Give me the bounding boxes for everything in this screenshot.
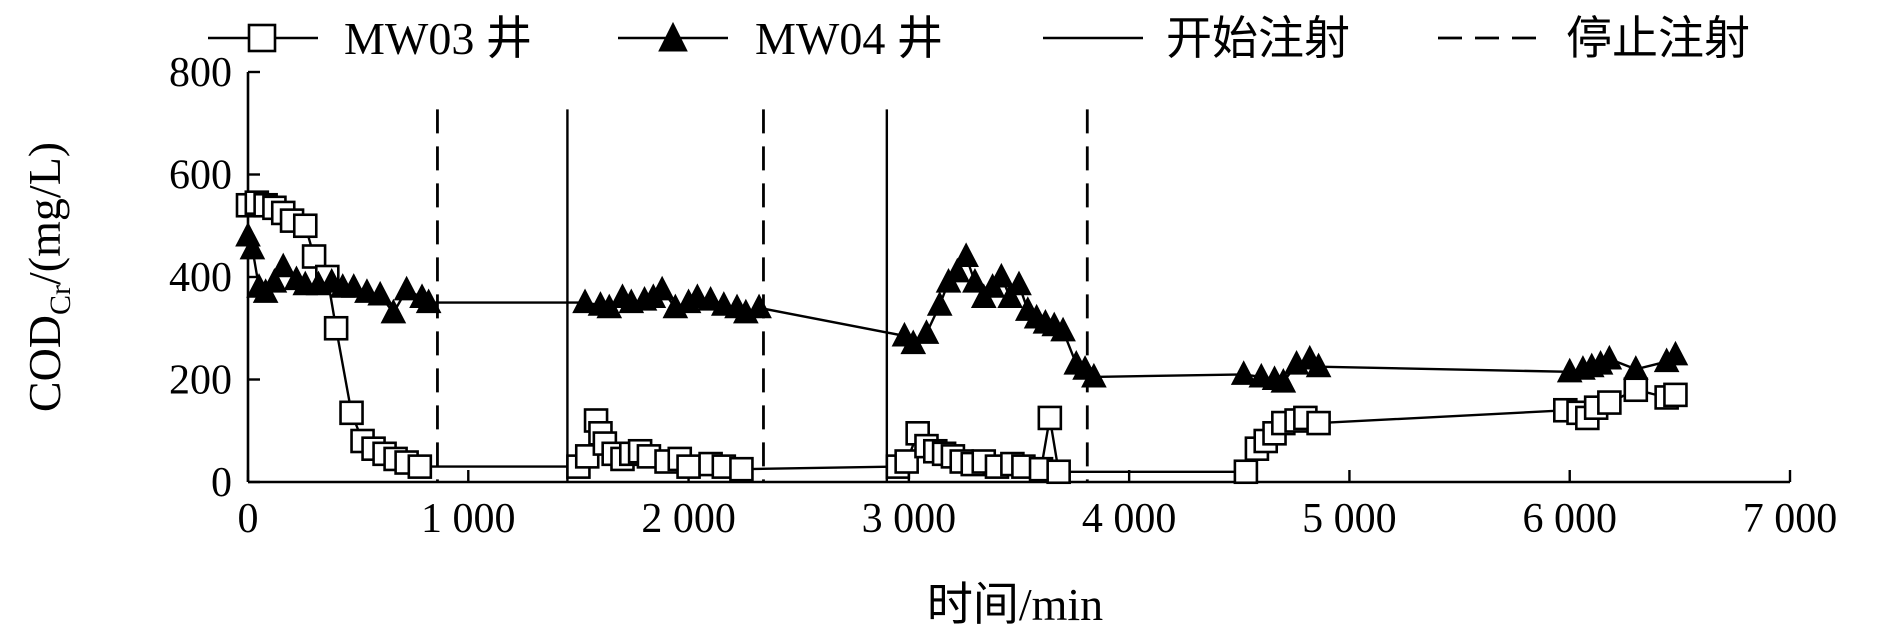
x-tick-label: 4 000 (1082, 496, 1177, 542)
data-point-mw04 (380, 298, 407, 324)
data-point-mw04 (926, 291, 953, 316)
legend-mw04-marker (658, 21, 688, 52)
y-tick-label: 200 (169, 358, 232, 404)
data-point-mw03 (676, 454, 701, 479)
data-point-mw03 (339, 400, 364, 426)
data-point-mw04 (962, 268, 988, 293)
data-point-mw03 (1663, 382, 1688, 408)
legend-mw03-marker (247, 23, 277, 53)
legend-start-label: 开始注射 (1166, 13, 1350, 64)
series-mw04 (235, 221, 1689, 393)
legend: MW03 井 MW04 井 开始注射 停止注射 (208, 13, 1750, 64)
data-point-mw03 (1037, 405, 1063, 431)
data-point-mw04 (1270, 367, 1297, 393)
data-point-mw04 (1006, 270, 1032, 296)
data-point-mw03 (292, 213, 318, 239)
x-tick-label: 1 000 (421, 496, 516, 542)
data-point-mw04 (913, 319, 940, 344)
y-axis-title-rest: /(mg/L) (19, 142, 70, 285)
y-axis-title-main: COD (19, 315, 70, 412)
data-point-mw04 (1230, 360, 1257, 385)
legend-mw03-label: MW03 井 (344, 13, 532, 64)
data-point-mw03 (1306, 410, 1331, 436)
x-tick-label: 2 000 (641, 496, 736, 542)
series-layer (235, 190, 1689, 485)
y-tick-label: 400 (169, 255, 232, 301)
data-point-mw04 (697, 285, 724, 311)
data-point-mw03 (1046, 459, 1071, 485)
y-axis-title-sub: Cr (44, 285, 77, 315)
data-point-mw04 (1050, 316, 1076, 342)
x-axis-title: 时间/min (927, 579, 1103, 630)
data-point-mw04 (270, 252, 297, 278)
data-point-mw04 (261, 268, 288, 293)
data-point-mw04 (367, 280, 393, 306)
x-tick-label: 7 000 (1743, 496, 1838, 542)
x-tick-label: 3 000 (862, 496, 957, 542)
series-line-mw03 (247, 201, 1676, 473)
data-point-mw03 (323, 315, 349, 341)
series-mw03 (235, 190, 1688, 485)
data-point-mw03 (1623, 377, 1649, 403)
data-point-mw04 (649, 275, 675, 301)
data-point-mw03 (729, 456, 754, 482)
data-point-mw04 (393, 275, 420, 301)
data-point-mw04 (1596, 344, 1623, 370)
axes: 0 200 400 600 800 0 1 000 2 000 3 000 4 000 5 000 6… (169, 50, 1837, 542)
y-tick-label: 800 (169, 50, 232, 96)
data-point-mw04 (572, 288, 598, 314)
x-tick-label: 5 000 (1302, 496, 1397, 542)
data-point-mw04 (997, 283, 1024, 308)
data-point-mw04 (239, 234, 266, 260)
data-point-mw04 (1662, 340, 1689, 366)
legend-mw04-label: MW04 井 (755, 13, 943, 64)
data-point-mw04 (988, 262, 1015, 288)
data-point-mw04 (1622, 355, 1649, 380)
legend-stop-label: 停止注射 (1566, 13, 1750, 64)
data-point-mw04 (415, 288, 442, 314)
y-tick-label: 600 (169, 153, 232, 199)
data-point-mw03 (1597, 390, 1622, 415)
y-axis-title: CODCr/(mg/L) (19, 142, 77, 412)
data-point-mw04 (1305, 352, 1332, 378)
x-tick-label: 6 000 (1522, 496, 1617, 542)
data-point-mw04 (1081, 362, 1107, 388)
data-point-mw04 (953, 242, 979, 267)
data-point-mw03 (894, 449, 919, 474)
x-tick-label: 0 (238, 496, 259, 542)
injection-lines (436, 109, 1089, 482)
data-point-mw03 (1233, 459, 1259, 485)
data-point-mw03 (301, 244, 327, 269)
data-point-mw04 (944, 257, 971, 283)
data-point-mw04 (340, 273, 367, 298)
y-tick-label: 0 (211, 460, 232, 506)
data-point-mw04 (746, 293, 772, 319)
data-point-mw03 (407, 454, 433, 479)
